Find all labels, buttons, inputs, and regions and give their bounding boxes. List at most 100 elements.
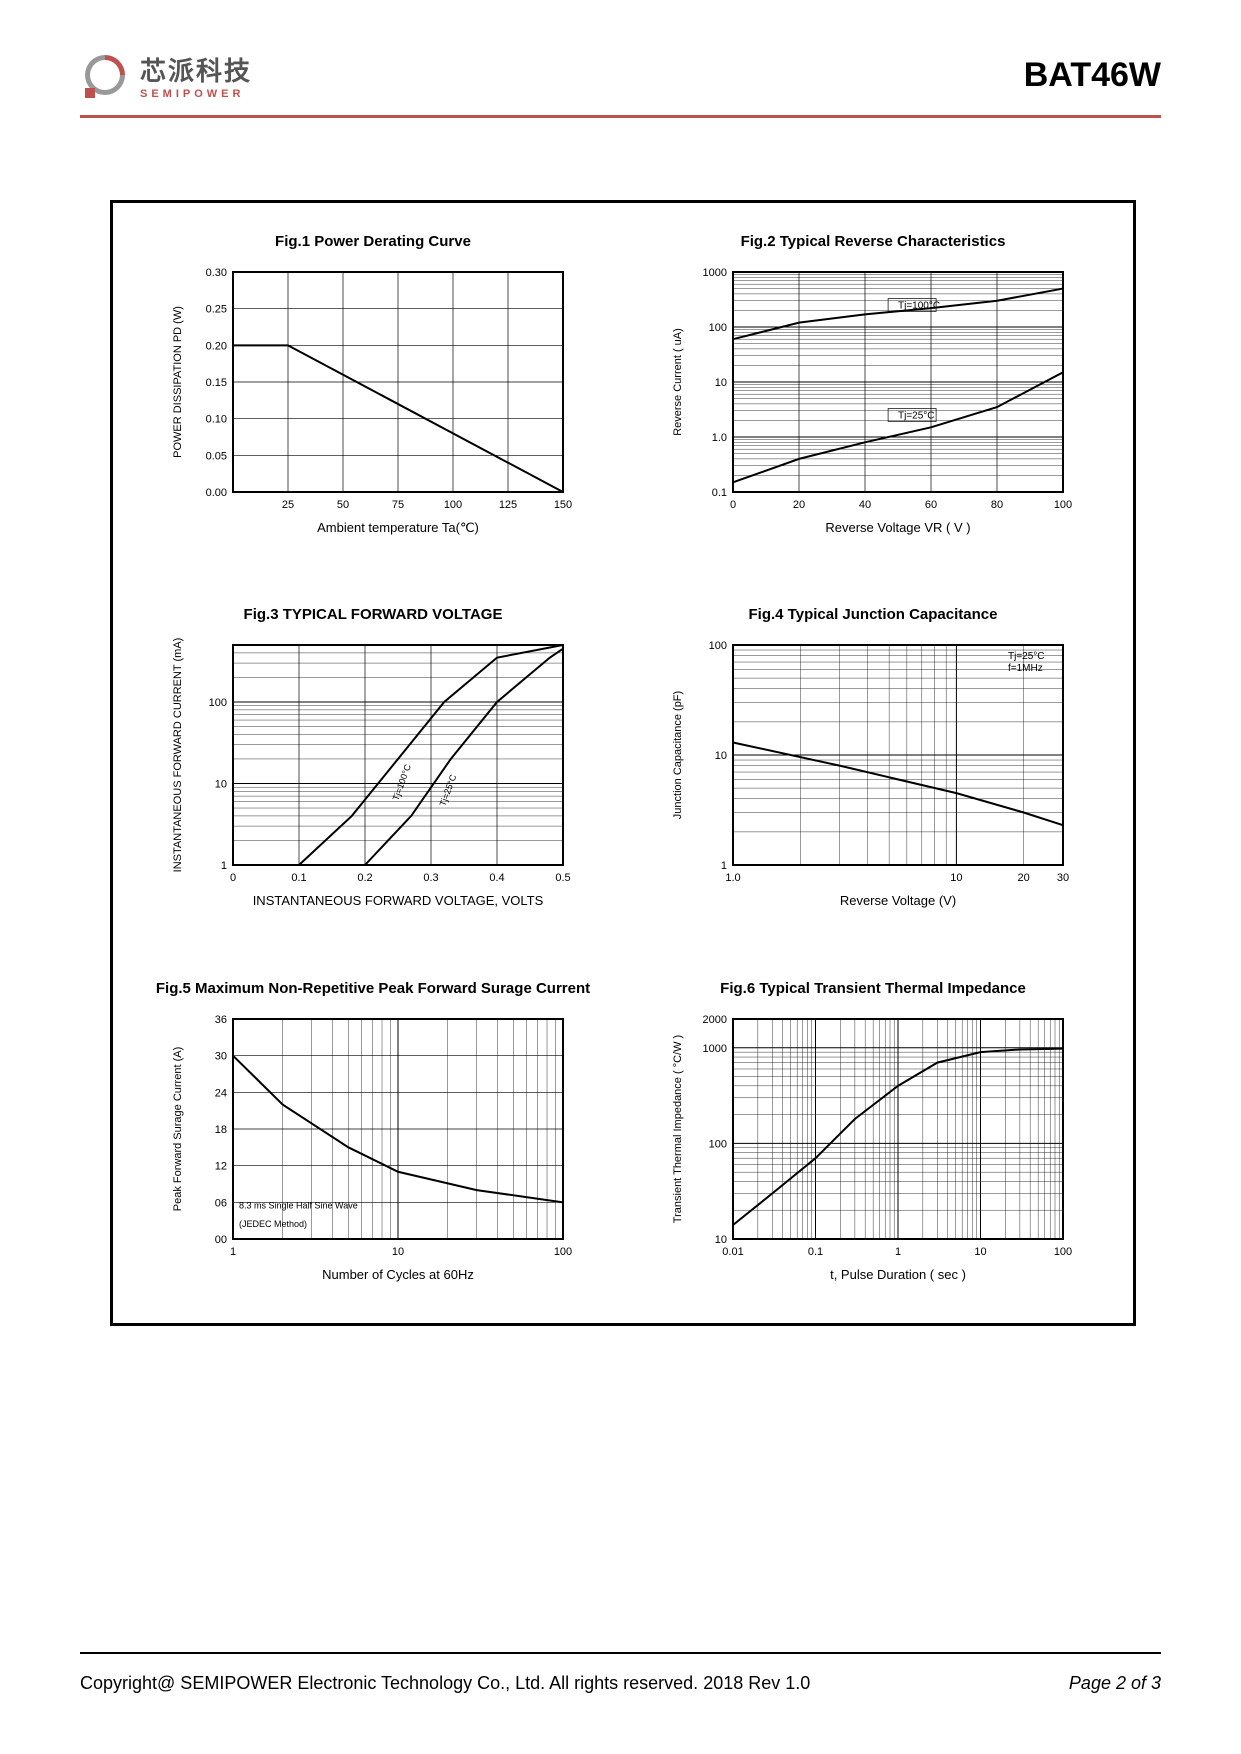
svg-text:1: 1 — [221, 860, 227, 872]
fig3-title: Fig.3 TYPICAL FORWARD VOLTAGE — [244, 606, 503, 623]
fig6-chart: 0.010.11101001010010002000Transient Ther… — [663, 1009, 1083, 1289]
logo-icon — [80, 50, 130, 100]
svg-text:20: 20 — [1018, 872, 1030, 884]
svg-text:125: 125 — [499, 499, 517, 511]
fig4-chart: 1.0102030110100Tj=25°Cf=1MHzJunction Cap… — [663, 635, 1083, 915]
svg-text:0.15: 0.15 — [206, 377, 227, 389]
svg-text:12: 12 — [215, 1160, 227, 1172]
fig5-title: Fig.5 Maximum Non-Repetitive Peak Forwar… — [156, 980, 590, 997]
svg-text:0.05: 0.05 — [206, 450, 227, 462]
fig4-title: Fig.4 Typical Junction Capacitance — [749, 606, 998, 623]
header: 芯派科技 SEMIPOWER BAT46W — [80, 40, 1161, 110]
svg-text:50: 50 — [337, 499, 349, 511]
svg-text:Tj=100°C: Tj=100°C — [898, 300, 940, 311]
logo: 芯派科技 SEMIPOWER — [80, 50, 252, 100]
svg-text:INSTANTANEOUS FORWARD VOLTAGE,: INSTANTANEOUS FORWARD VOLTAGE, VOLTS — [253, 893, 544, 908]
copyright-text: Copyright@ SEMIPOWER Electronic Technolo… — [80, 1673, 810, 1694]
svg-text:0.01: 0.01 — [722, 1246, 743, 1258]
svg-text:Junction Capacitance (pF): Junction Capacitance (pF) — [672, 691, 684, 819]
fig1-cell: Fig.1 Power Derating Curve 2550751001251… — [143, 233, 603, 546]
svg-text:0.1: 0.1 — [712, 487, 727, 499]
svg-text:30: 30 — [1057, 872, 1069, 884]
svg-text:Tj=25°C: Tj=25°C — [898, 410, 935, 421]
svg-text:t, Pulse Duration ( sec ): t, Pulse Duration ( sec ) — [830, 1267, 966, 1282]
svg-text:1000: 1000 — [703, 267, 727, 279]
svg-text:1: 1 — [721, 860, 727, 872]
svg-text:150: 150 — [554, 499, 572, 511]
fig1-title: Fig.1 Power Derating Curve — [275, 233, 471, 250]
svg-text:Ambient temperature Ta(℃): Ambient temperature Ta(℃) — [317, 520, 479, 535]
svg-text:100: 100 — [554, 1246, 572, 1258]
svg-text:75: 75 — [392, 499, 404, 511]
fig3-cell: Fig.3 TYPICAL FORWARD VOLTAGE 0 0.1 0.2 0.3… — [143, 606, 603, 919]
svg-text:100: 100 — [709, 640, 727, 652]
svg-text:10: 10 — [215, 779, 227, 791]
svg-text:POWER DISSIPATION PD (W): POWER DISSIPATION PD (W) — [172, 306, 184, 458]
page-number: Page 2 of 3 — [1069, 1673, 1161, 1694]
svg-text:18: 18 — [215, 1124, 227, 1136]
logo-english: SEMIPOWER — [140, 88, 252, 100]
svg-text:1: 1 — [230, 1246, 236, 1258]
content-box: Fig.1 Power Derating Curve 2550751001251… — [110, 200, 1136, 1326]
footer: Copyright@ SEMIPOWER Electronic Technolo… — [80, 1673, 1161, 1694]
svg-text:10: 10 — [392, 1246, 404, 1258]
svg-text:30: 30 — [215, 1050, 227, 1062]
part-number: BAT46W — [1024, 56, 1161, 95]
svg-text:100: 100 — [1054, 499, 1072, 511]
fig6-title: Fig.6 Typical Transient Thermal Impedanc… — [720, 980, 1026, 997]
footer-divider — [80, 1652, 1161, 1654]
svg-text:0: 0 — [730, 499, 736, 511]
svg-text:Tj=25°C: Tj=25°C — [438, 773, 459, 808]
fig1-chart: 2550751001251500.000.050.100.150.200.250… — [163, 262, 583, 542]
svg-text:0.1: 0.1 — [291, 872, 306, 884]
svg-text:0.00: 0.00 — [206, 487, 227, 499]
svg-text:0: 0 — [230, 872, 236, 884]
svg-text:Reverse Voltage VR ( V ): Reverse Voltage VR ( V ) — [825, 520, 970, 535]
fig3-chart: 00.10.20.30.40.5110100Tj=100°CTj=25°CINS… — [163, 635, 583, 915]
svg-text:100: 100 — [709, 322, 727, 334]
svg-text:24: 24 — [215, 1087, 227, 1099]
svg-text:80: 80 — [991, 499, 1003, 511]
svg-text:0.1: 0.1 — [808, 1246, 823, 1258]
svg-text:100: 100 — [209, 697, 227, 709]
svg-text:10: 10 — [715, 1234, 727, 1246]
svg-text:10: 10 — [974, 1246, 986, 1258]
svg-text:Peak Forward Surage Current (A: Peak Forward Surage Current (A) — [172, 1046, 184, 1210]
svg-text:(JEDEC Method): (JEDEC Method) — [239, 1218, 307, 1228]
svg-text:0.5: 0.5 — [555, 872, 570, 884]
logo-text: 芯派科技 SEMIPOWER — [140, 51, 252, 100]
header-divider — [80, 115, 1161, 118]
svg-text:1000: 1000 — [703, 1042, 727, 1054]
svg-text:1.0: 1.0 — [712, 432, 727, 444]
svg-text:00: 00 — [215, 1234, 227, 1246]
svg-text:1.0: 1.0 — [725, 872, 740, 884]
fig4-cell: Fig.4 Typical Junction Capacitance 1.0 10… — [643, 606, 1103, 919]
svg-text:100: 100 — [444, 499, 462, 511]
svg-text:Reverse Current ( uA): Reverse Current ( uA) — [672, 328, 684, 436]
svg-text:8.3 ms Single Half Sine Wave: 8.3 ms Single Half Sine Wave — [239, 1200, 358, 1210]
fig5-cell: Fig.5 Maximum Non-Repetitive Peak Forwar… — [143, 980, 603, 1293]
svg-text:2000: 2000 — [703, 1014, 727, 1026]
svg-text:0.25: 0.25 — [206, 304, 227, 316]
logo-chinese: 芯派科技 — [140, 51, 252, 88]
svg-text:10: 10 — [715, 750, 727, 762]
svg-text:0.2: 0.2 — [357, 872, 372, 884]
svg-text:36: 36 — [215, 1014, 227, 1026]
svg-text:0.30: 0.30 — [206, 267, 227, 279]
svg-text:Number of Cycles at 60Hz: Number of Cycles at 60Hz — [322, 1267, 474, 1282]
svg-text:100: 100 — [1054, 1246, 1072, 1258]
fig2-chart: 0204060801000.11.0101001000Tj=100°CTj=25… — [663, 262, 1083, 542]
svg-text:Reverse Voltage (V): Reverse Voltage (V) — [840, 893, 956, 908]
svg-text:60: 60 — [925, 499, 937, 511]
fig2-cell: Fig.2 Typical Reverse Characteristics 02… — [643, 233, 1103, 546]
svg-text:0.3: 0.3 — [423, 872, 438, 884]
svg-text:100: 100 — [709, 1138, 727, 1150]
page: 芯派科技 SEMIPOWER BAT46W Fig.1 Power Derati… — [0, 0, 1241, 1754]
svg-text:Tj=25°C: Tj=25°C — [1008, 651, 1045, 662]
svg-text:10: 10 — [715, 377, 727, 389]
svg-text:0.4: 0.4 — [489, 872, 504, 884]
fig6-cell: Fig.6 Typical Transient Thermal Impedanc… — [643, 980, 1103, 1293]
svg-text:0.10: 0.10 — [206, 414, 227, 426]
chart-grid: Fig.1 Power Derating Curve 2550751001251… — [113, 203, 1133, 1323]
svg-text:INSTANTANEOUS FORWARD CURRENT: INSTANTANEOUS FORWARD CURRENT (mA) — [172, 638, 184, 873]
